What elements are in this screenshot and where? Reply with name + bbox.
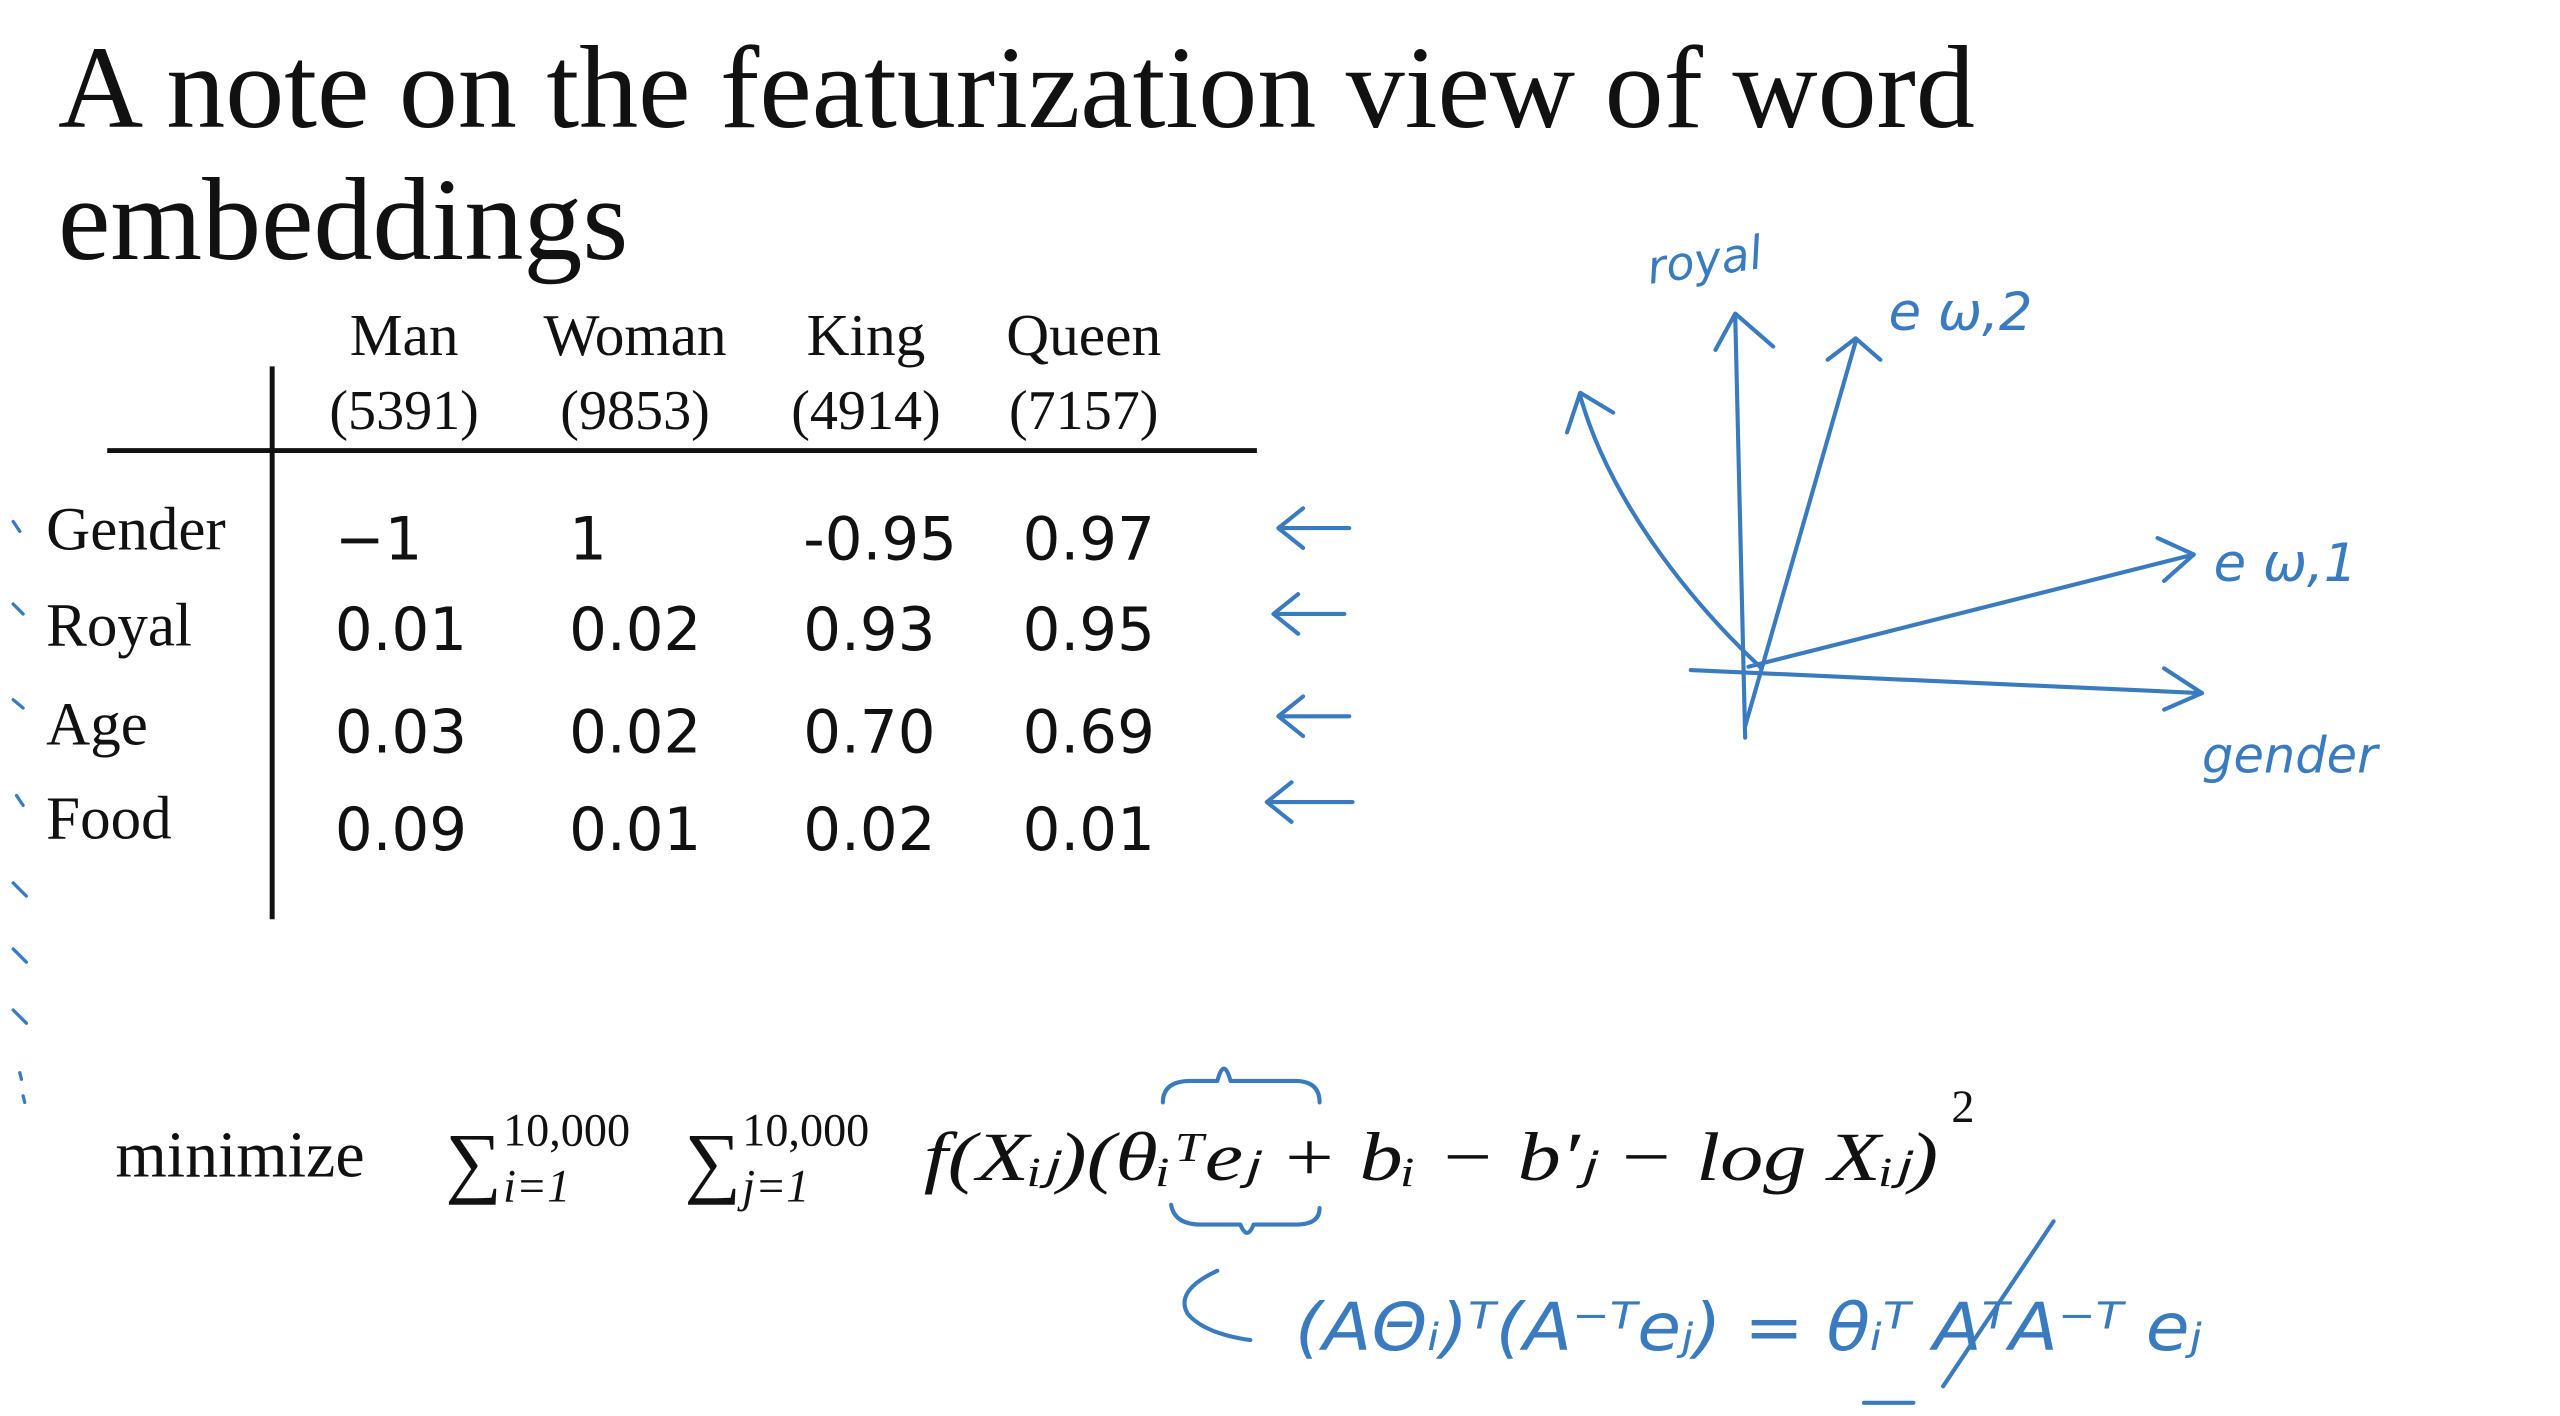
cell-value: 0.01: [569, 796, 701, 865]
row-label: Royal: [46, 592, 192, 659]
cell-value: 0.03: [335, 699, 467, 768]
sum-upper: 10,000: [742, 1104, 869, 1155]
vector-label: e ω,1: [2214, 533, 2358, 594]
sum-symbol: ∑: [685, 1118, 741, 1206]
sum-lower: j=1: [737, 1160, 809, 1211]
column-index: (4914): [791, 380, 940, 442]
cell-value: 0.09: [335, 796, 467, 865]
cell-value: 0.69: [1023, 699, 1155, 768]
cell-value: 0.02: [569, 699, 701, 768]
formula-operator: minimize: [115, 1119, 364, 1192]
cell-value: 0.97: [1023, 505, 1155, 574]
column-index: (7157): [1009, 380, 1158, 442]
sum-lower: i=1: [503, 1160, 570, 1211]
column-index: (9853): [560, 380, 709, 442]
cell-value: 0.93: [803, 596, 935, 665]
cell-value: 1: [569, 505, 607, 574]
column-word: Queen: [1006, 302, 1161, 368]
column-word: Woman: [543, 302, 726, 368]
cell-value: 0.01: [335, 596, 467, 665]
sum-symbol: ∑: [445, 1118, 501, 1206]
cell-value: 0.02: [569, 596, 701, 665]
vector-label: e ω,2: [1889, 282, 2033, 343]
cell-value: -0.95: [803, 505, 957, 574]
row-label: Food: [46, 785, 171, 852]
cell-value: 0.95: [1023, 596, 1155, 665]
row-label: Gender: [46, 497, 226, 564]
cell-value: −1: [335, 505, 423, 574]
rewrite-note: (AΘᵢ)ᵀ(A⁻ᵀeⱼ) = θᵢᵀ AᵀA⁻ᵀ eⱼ: [1295, 1289, 2203, 1366]
row-label: Age: [46, 691, 148, 758]
row-arrows: [1264, 506, 1355, 824]
cell-value: 0.70: [803, 699, 935, 768]
formula-body: f(Xᵢⱼ)(θᵢᵀeⱼ + bᵢ − b′ⱼ − log Xᵢⱼ): [924, 1118, 1938, 1195]
axis-label: gender: [2202, 726, 2380, 784]
embedding-sketch: [1564, 311, 2205, 740]
column-word: King: [807, 302, 926, 368]
column-word: Man: [350, 302, 459, 368]
cell-value: 0.01: [1023, 796, 1155, 865]
column-index: (5391): [329, 380, 478, 442]
cell-value: 0.02: [803, 796, 935, 865]
formula-braces: [1160, 1066, 2056, 1405]
axis-label: royal: [1644, 225, 1766, 295]
slide-title: A note on the featurization view of word…: [58, 22, 1975, 285]
formula-exponent: 2: [1951, 1081, 1974, 1132]
margin-ticks: [11, 519, 29, 1105]
sum-upper: 10,000: [503, 1104, 630, 1155]
